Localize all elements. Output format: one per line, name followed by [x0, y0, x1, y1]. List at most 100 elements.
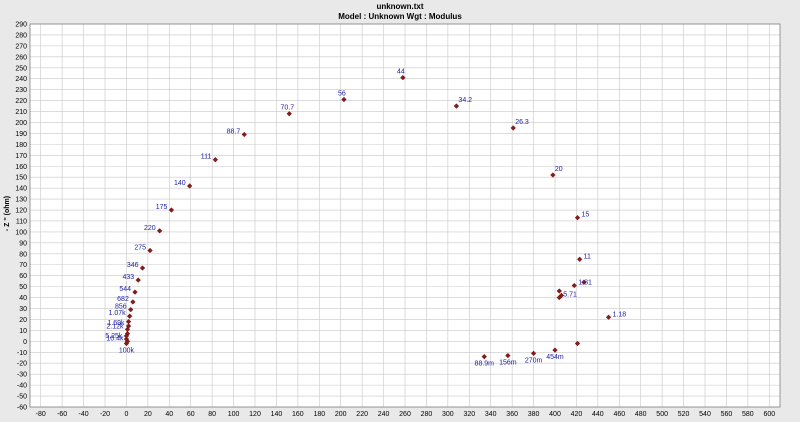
data-label: 346: [127, 262, 139, 269]
y-tick-label: 230: [15, 87, 27, 94]
data-label: 1.18: [613, 311, 627, 318]
x-tick-label: 80: [208, 411, 216, 418]
data-point: [550, 172, 556, 178]
y-tick-label: 40: [19, 295, 27, 302]
data-point: [581, 279, 587, 285]
x-tick-label: 500: [656, 411, 668, 418]
y-tick-label: 280: [15, 32, 27, 39]
y-tick-label: 20: [19, 317, 27, 324]
data-label: 682: [117, 296, 129, 303]
y-tick-label: 220: [15, 98, 27, 105]
data-label: 270m: [525, 357, 543, 364]
data-point: [241, 131, 247, 138]
data-point: [400, 74, 406, 81]
data-point: [505, 352, 511, 359]
data-point: [510, 125, 516, 131]
y-tick-label: 50: [19, 284, 27, 291]
data-point: [574, 340, 581, 347]
plot-border: [29, 23, 781, 408]
data-label: 2.12k: [106, 323, 124, 330]
data-label: 5.71: [563, 292, 577, 299]
data-label: 856: [115, 304, 127, 311]
data-label: 544: [119, 286, 131, 293]
x-tick-label: -80: [36, 411, 46, 418]
x-tick-label: 20: [144, 411, 152, 418]
data-point: [135, 277, 141, 283]
x-tick-label: 520: [678, 411, 690, 418]
y-tick-label: 210: [15, 109, 27, 116]
data-label: 454m: [546, 354, 564, 361]
x-tick-label: 340: [485, 411, 497, 418]
data-point: [605, 314, 612, 320]
data-point: [156, 228, 163, 234]
x-tick-label: 280: [421, 411, 433, 418]
data-point: [123, 340, 130, 347]
data-points: [123, 74, 612, 360]
title-block: unknown.txt Model : Unknown Wgt : Modulu…: [0, 2, 800, 22]
x-tick-label: 200: [335, 411, 347, 418]
y-tick-label: 150: [15, 175, 27, 182]
x-tick-label: 600: [763, 411, 775, 418]
data-label: 10.4k: [106, 335, 124, 342]
data-point: [128, 306, 134, 313]
x-tick-label: 540: [699, 411, 711, 418]
y-tick-label: 190: [15, 131, 27, 138]
y-tick-label: 120: [15, 208, 27, 215]
x-tick-label: 420: [571, 411, 583, 418]
y-tick-label: -20: [17, 361, 27, 368]
y-tick-label: 260: [15, 54, 27, 61]
data-point: [453, 103, 460, 109]
data-label: 220: [144, 225, 156, 232]
y-tick-label: 200: [15, 120, 27, 127]
y-tick-label: 110: [16, 218, 27, 225]
data-label: 44: [397, 69, 405, 76]
y-tick-label: 180: [15, 142, 27, 149]
y-tick-label: 0: [23, 339, 27, 346]
y-tick-label: 100: [15, 229, 27, 236]
x-tick-label: 260: [399, 411, 411, 418]
x-tick-label: 300: [442, 411, 454, 418]
x-tick-label: 400: [549, 411, 561, 418]
data-point: [139, 265, 146, 271]
y-tick-label: 130: [15, 197, 27, 204]
x-tick-label: 240: [378, 411, 390, 418]
data-point: [286, 111, 292, 117]
data-label: 56: [338, 91, 346, 98]
y-tick-label: -60: [17, 405, 27, 412]
y-tick-label: 240: [15, 76, 27, 83]
data-label: 156m: [499, 360, 517, 367]
y-tick-label: 270: [15, 43, 27, 50]
x-tick-label: -60: [57, 411, 67, 418]
data-point: [341, 96, 347, 103]
x-tick-label: 480: [635, 411, 647, 418]
data-label: 1.07k: [109, 310, 127, 317]
data-point: [574, 215, 581, 221]
x-tick-label: 220: [356, 411, 368, 418]
x-tick-label: 0: [124, 411, 128, 418]
y-tick-label: 250: [15, 65, 27, 72]
y-tick-label: -50: [17, 394, 27, 401]
x-tick-label: 440: [592, 411, 604, 418]
x-tick-label: 460: [613, 411, 625, 418]
data-label: 20: [555, 166, 563, 173]
data-point: [552, 347, 558, 353]
data-point: [147, 247, 153, 254]
x-tick-label: 120: [249, 411, 261, 418]
y-tick-label: -10: [17, 350, 27, 357]
x-tick-label: -20: [100, 411, 110, 418]
data-point: [556, 294, 562, 301]
data-point: [530, 350, 537, 357]
x-tick-label: 40: [165, 411, 173, 418]
data-labels: 44 56 34.2 70.7 26.3 88.7 111 20 140 175 15 220 275 1…: [105, 69, 626, 368]
x-tick-label: -40: [79, 411, 89, 418]
y-axis-title: - Z '' (ohm): [4, 196, 11, 231]
y-tick-label: -40: [17, 383, 27, 390]
data-point: [132, 289, 138, 295]
data-point: [556, 288, 562, 294]
y-tick-label: 160: [15, 164, 27, 171]
data-point: [126, 313, 133, 319]
data-point: [212, 157, 219, 163]
data-label: 1.69k: [107, 320, 125, 327]
